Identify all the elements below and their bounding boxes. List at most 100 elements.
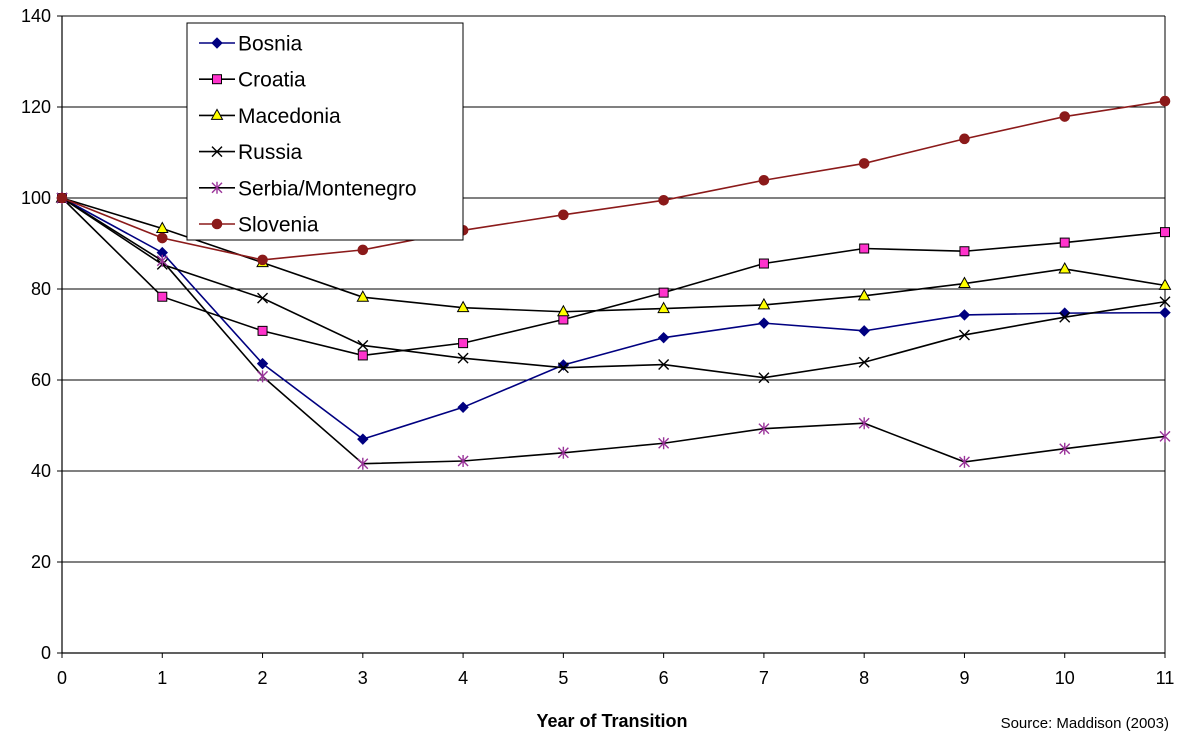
marker-x [858, 356, 870, 368]
series-line [61, 100, 1166, 261]
marker-circle [56, 192, 68, 204]
marker-star [958, 455, 970, 468]
marker-triangle [557, 304, 570, 317]
y-tick-label: 100 [21, 188, 51, 208]
series-line [61, 197, 1166, 379]
marker-square [558, 314, 569, 325]
y-tick-label: 60 [31, 370, 51, 390]
legend-label: Macedonia [238, 105, 341, 128]
x-tick-label: 10 [1055, 668, 1075, 688]
legend-label: Bosnia [238, 33, 303, 56]
marker-square [458, 338, 469, 349]
marker-x [1159, 296, 1171, 308]
marker-triangle [210, 108, 224, 120]
marker-x [211, 146, 223, 158]
series-line [61, 197, 1166, 357]
marker-square [212, 74, 222, 85]
legend-item: Macedonia [199, 105, 341, 128]
marker-circle [1159, 95, 1171, 107]
marker-square [1160, 227, 1170, 238]
y-tick-label: 20 [31, 552, 51, 572]
marker-x [958, 329, 970, 341]
legend-label: Croatia [238, 69, 306, 92]
x-tick-label: 0 [57, 668, 67, 688]
legend-item: Slovenia [199, 214, 319, 237]
marker-triangle [958, 276, 971, 289]
marker-square [157, 291, 168, 302]
series-group [55, 95, 1172, 470]
marker-circle [357, 244, 369, 256]
marker-star [758, 422, 770, 435]
marker-x [457, 352, 469, 364]
y-tick-label: 80 [31, 279, 51, 299]
x-tick-label: 7 [759, 668, 769, 688]
marker-triangle [1058, 261, 1072, 274]
source-note: Source: Maddison (2003) [1001, 715, 1169, 732]
marker-circle [858, 158, 870, 169]
marker-square [658, 287, 669, 298]
marker-square [1059, 237, 1070, 248]
marker-square [257, 325, 268, 336]
axes: 0 20 40 60 80 100 120 140 0 1 2 3 4 5 6 7 8 9 10 11 [21, 6, 1174, 688]
legend: Bosnia Croatia Macedonia Russia Serbia/Monte… [186, 22, 464, 241]
marker-diamond [958, 309, 971, 321]
y-tick-label: 40 [31, 461, 51, 481]
marker-circle [558, 209, 569, 221]
legend-box [186, 22, 464, 241]
marker-triangle [757, 297, 771, 310]
marker-triangle [857, 288, 871, 301]
marker-circle [1059, 111, 1071, 122]
legend-item: Serbia/Montenegro [199, 177, 417, 200]
marker-square [959, 246, 970, 257]
marker-star [257, 370, 269, 383]
marker-diamond [457, 401, 469, 414]
marker-diamond [758, 317, 770, 329]
legend-item: Russia [199, 141, 303, 164]
marker-star [156, 254, 168, 267]
x-tick-label: 4 [458, 668, 468, 688]
y-tick-label: 0 [41, 643, 51, 663]
marker-star [658, 437, 670, 450]
y-tick-label: 140 [21, 6, 51, 26]
marker-triangle [456, 300, 470, 313]
x-tick-label: 1 [157, 668, 167, 688]
marker-circle [257, 254, 268, 266]
marker-star [858, 417, 870, 430]
marker-diamond [256, 357, 269, 370]
marker-x [557, 362, 569, 374]
marker-triangle [657, 301, 670, 314]
marker-circle [156, 232, 168, 244]
series-line [61, 197, 1166, 465]
x-tick-label: 5 [558, 668, 568, 688]
x-tick-label: 8 [859, 668, 869, 688]
x-axis-title: Year of Transition [536, 711, 687, 731]
series-serbia-montenegro [56, 192, 1171, 470]
marker-circle [758, 174, 770, 186]
marker-square [357, 350, 368, 361]
marker-x [257, 292, 269, 304]
marker-diamond [211, 37, 223, 49]
legend-label: Slovenia [238, 214, 319, 237]
series-russia [56, 192, 1171, 384]
marker-circle [211, 218, 223, 230]
marker-star [1059, 442, 1071, 455]
marker-square [758, 258, 769, 269]
marker-star [457, 454, 469, 467]
series-slovenia [56, 95, 1171, 266]
marker-x [357, 339, 369, 351]
marker-diamond [357, 433, 369, 445]
series-line [61, 197, 1166, 441]
x-tick-label: 9 [959, 668, 969, 688]
marker-x [758, 372, 770, 384]
x-tick-label: 11 [1156, 668, 1175, 688]
marker-diamond [858, 325, 870, 337]
marker-diamond [1159, 306, 1171, 319]
legend-item: Croatia [199, 69, 306, 92]
marker-triangle [1158, 278, 1172, 290]
marker-circle [658, 194, 669, 206]
marker-triangle [155, 221, 169, 233]
legend-label: Russia [238, 141, 303, 164]
marker-circle [959, 133, 970, 145]
marker-star [211, 181, 223, 194]
